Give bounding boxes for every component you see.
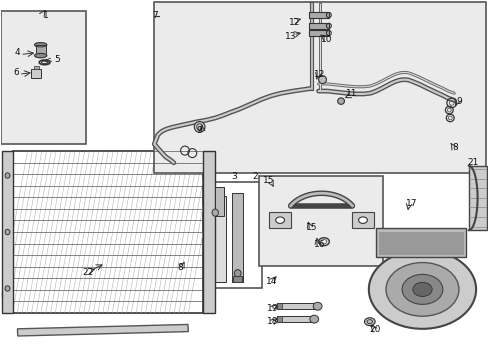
Text: 12: 12 <box>314 70 325 79</box>
Bar <box>309 12 328 18</box>
Circle shape <box>412 282 431 297</box>
Ellipse shape <box>275 217 284 224</box>
Bar <box>34 66 39 69</box>
Text: 20: 20 <box>369 325 380 334</box>
Text: 11: 11 <box>346 89 357 98</box>
Text: 7: 7 <box>152 10 158 19</box>
Text: 4: 4 <box>15 48 20 57</box>
Ellipse shape <box>337 98 344 104</box>
Text: 15: 15 <box>305 223 317 232</box>
Text: 10: 10 <box>320 35 331 44</box>
Circle shape <box>401 274 442 304</box>
Text: 13: 13 <box>285 32 296 41</box>
Bar <box>203 151 215 313</box>
Bar <box>277 303 318 309</box>
Text: 21: 21 <box>466 158 477 167</box>
Bar <box>468 166 487 230</box>
Ellipse shape <box>234 270 241 277</box>
Ellipse shape <box>318 76 326 84</box>
Text: 8: 8 <box>451 143 457 152</box>
Text: 22: 22 <box>81 268 93 277</box>
Text: 5: 5 <box>54 55 60 64</box>
Bar <box>2 151 13 313</box>
Bar <box>215 196 225 282</box>
Text: 18: 18 <box>266 317 278 326</box>
Text: 15: 15 <box>263 176 274 185</box>
Bar <box>215 187 224 216</box>
Bar <box>277 303 282 309</box>
Ellipse shape <box>313 302 322 310</box>
Bar <box>375 228 466 257</box>
Bar <box>269 212 290 228</box>
Bar <box>207 182 261 288</box>
Text: 8: 8 <box>177 263 183 272</box>
Text: 9: 9 <box>455 96 461 105</box>
Ellipse shape <box>194 122 204 132</box>
Bar <box>277 316 282 322</box>
Ellipse shape <box>212 209 218 216</box>
Ellipse shape <box>35 53 47 58</box>
Bar <box>233 276 242 282</box>
Circle shape <box>385 262 458 316</box>
Bar <box>18 324 188 336</box>
Circle shape <box>368 250 475 329</box>
Bar <box>378 232 463 255</box>
Bar <box>154 3 485 173</box>
Bar <box>36 45 45 55</box>
Bar <box>309 30 328 36</box>
Text: 6: 6 <box>13 68 19 77</box>
Text: 14: 14 <box>265 276 276 285</box>
Bar <box>309 23 328 29</box>
Ellipse shape <box>309 315 318 323</box>
Bar <box>13 151 203 313</box>
Ellipse shape <box>35 42 47 47</box>
Bar <box>259 176 383 266</box>
Text: 2: 2 <box>252 172 258 181</box>
Ellipse shape <box>5 229 10 235</box>
Bar <box>0 12 86 144</box>
Bar <box>351 212 373 228</box>
Text: 3: 3 <box>230 172 236 181</box>
Text: 19: 19 <box>266 303 278 312</box>
Ellipse shape <box>358 217 366 224</box>
Bar <box>277 316 315 322</box>
Text: 9: 9 <box>196 126 202 135</box>
Text: 1: 1 <box>42 10 48 19</box>
Ellipse shape <box>364 318 374 325</box>
Ellipse shape <box>5 173 10 178</box>
Ellipse shape <box>5 286 10 291</box>
Text: 12: 12 <box>288 18 299 27</box>
Text: 16: 16 <box>314 240 325 249</box>
Bar <box>232 193 243 282</box>
Text: 17: 17 <box>405 199 416 208</box>
Bar <box>31 69 41 78</box>
